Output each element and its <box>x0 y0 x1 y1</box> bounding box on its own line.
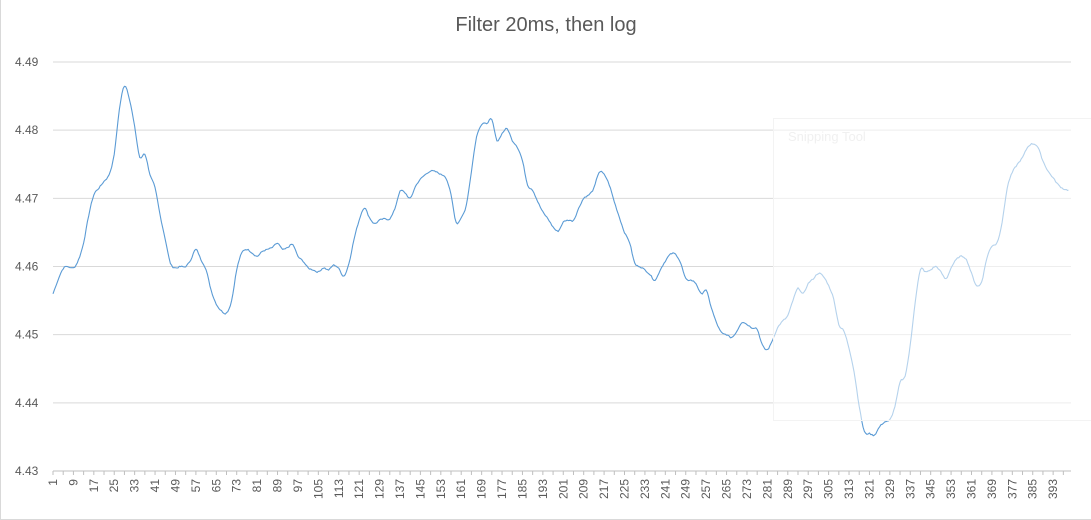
x-tick-label: 113 <box>332 479 346 498</box>
x-tick-label: 345 <box>924 479 938 499</box>
y-tick-label: 4.49 <box>15 55 39 69</box>
x-tick-label: 225 <box>618 479 632 499</box>
x-tick-label: 217 <box>597 479 611 499</box>
x-tick-label: 329 <box>883 479 897 499</box>
x-tick-label: 25 <box>107 479 121 493</box>
x-tick-label: 281 <box>760 479 774 499</box>
x-tick-label: 177 <box>495 479 509 499</box>
x-tick-label: 169 <box>475 479 489 499</box>
x-tick-label: 321 <box>862 479 876 499</box>
x-tick-label: 1 <box>46 479 60 486</box>
chart-title: Filter 20ms, then log <box>455 14 637 36</box>
x-tick-label: 361 <box>964 479 978 499</box>
x-tick-label: 121 <box>352 479 366 499</box>
x-tick-label: 233 <box>638 479 652 499</box>
x-tick-label: 41 <box>148 479 162 493</box>
x-tick-label: 385 <box>1026 479 1040 499</box>
x-tick-label: 89 <box>271 479 285 493</box>
x-tick-label: 137 <box>393 479 407 499</box>
x-tick-label: 257 <box>699 479 713 499</box>
x-tick-label: 161 <box>454 479 468 499</box>
x-tick-label: 49 <box>168 479 182 493</box>
series-line <box>52 85 1069 437</box>
x-tick-label: 17 <box>87 479 101 493</box>
x-tick-label: 241 <box>658 479 672 499</box>
x-tick-label: 65 <box>209 479 223 493</box>
x-tick-label: 153 <box>434 479 448 499</box>
x-tick-label: 73 <box>230 479 244 493</box>
x-tick-label: 57 <box>189 479 203 493</box>
x-tick-label: 337 <box>903 479 917 499</box>
y-tick-label: 4.43 <box>15 464 39 478</box>
x-tick-label: 97 <box>291 479 305 493</box>
x-tick-label: 105 <box>311 479 325 499</box>
y-tick-label: 4.44 <box>15 396 39 410</box>
y-tick-label: 4.45 <box>15 328 39 342</box>
x-tick-label: 81 <box>250 479 264 493</box>
x-tick-label: 9 <box>66 479 80 486</box>
x-tick-label: 185 <box>515 479 529 499</box>
x-tick-label: 249 <box>679 479 693 499</box>
x-tick-label: 393 <box>1046 479 1060 499</box>
x-tick-label: 369 <box>985 479 999 499</box>
x-tick-label: 209 <box>577 479 591 499</box>
x-tick-label: 313 <box>842 479 856 499</box>
y-tick-label: 4.46 <box>15 260 39 274</box>
y-tick-label: 4.48 <box>15 123 39 137</box>
x-tick-label: 273 <box>740 479 754 499</box>
x-tick-label: 297 <box>801 479 815 499</box>
x-tick-label: 201 <box>556 479 570 499</box>
x-tick-label: 377 <box>1005 479 1019 499</box>
y-tick-label: 4.47 <box>15 191 39 205</box>
x-tick-label: 129 <box>373 479 387 499</box>
x-tick-label: 305 <box>822 479 836 499</box>
x-tick-label: 145 <box>413 479 427 499</box>
x-tick-label: 33 <box>128 479 142 493</box>
x-tick-label: 289 <box>781 479 795 499</box>
x-tick-label: 193 <box>536 479 550 499</box>
x-tick-label: 265 <box>720 479 734 499</box>
x-tick-label: 353 <box>944 479 958 499</box>
